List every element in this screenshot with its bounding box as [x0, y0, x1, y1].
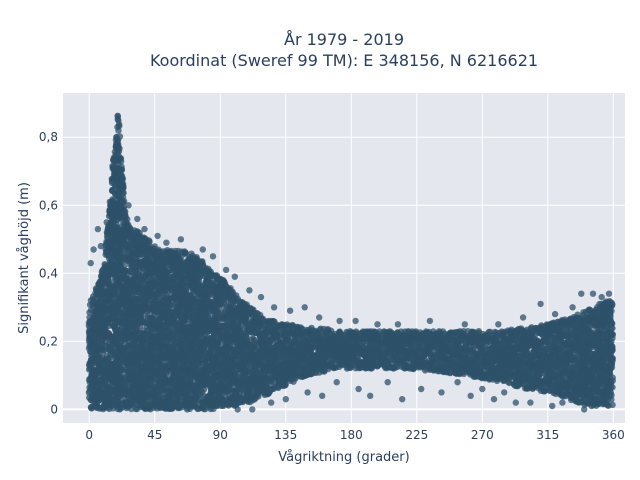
data-point — [114, 112, 121, 120]
data-point — [120, 185, 127, 192]
data-point — [146, 238, 153, 245]
data-point — [124, 216, 131, 223]
data-point — [121, 198, 128, 205]
data-point — [118, 167, 125, 174]
data-point — [116, 133, 124, 140]
data-point — [119, 175, 127, 182]
data-points — [85, 112, 616, 413]
data-point — [116, 122, 123, 130]
data-point — [118, 158, 125, 165]
data-point — [114, 222, 121, 229]
data-point — [116, 145, 123, 152]
